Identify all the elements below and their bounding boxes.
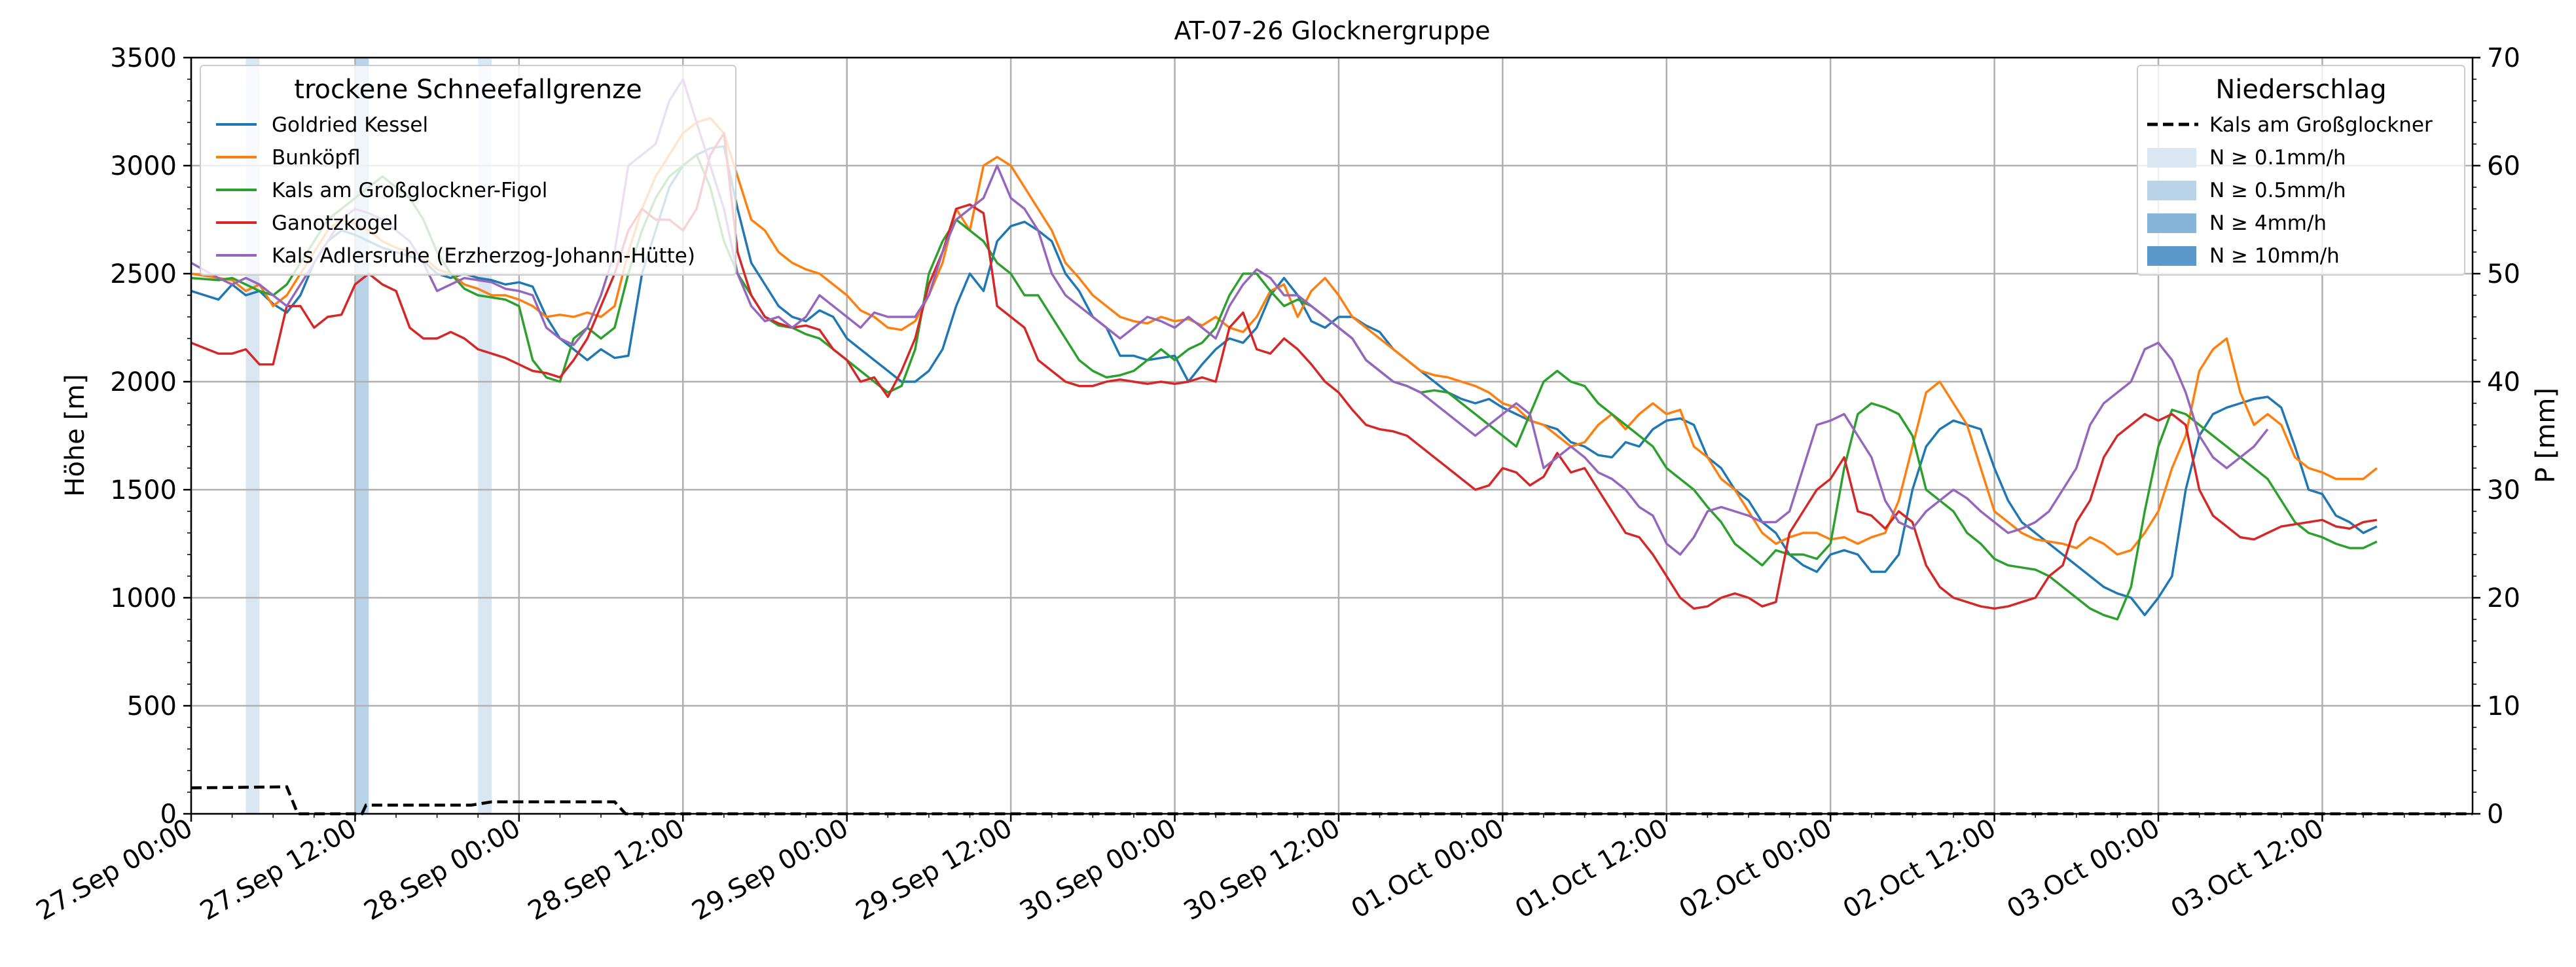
y-axis-left-label: Höhe [m]	[60, 374, 90, 496]
chart-title: AT-07-26 Glocknergruppe	[1174, 16, 1491, 45]
legend-right-items: Kals am Großglockner N ≥ 0.1mm/h N ≥ 0.5mm…	[2147, 113, 2433, 268]
legend-right: Niederschlag Kals am Großglockner N ≥ 0.1…	[2137, 65, 2465, 276]
y-tick-right-label: 60	[2487, 151, 2520, 181]
y-tick-left-label: 1500	[110, 475, 177, 505]
y-tick-right-label: 50	[2487, 259, 2520, 289]
y-axis-left-ticks: 0 500 1000 1500 2000 2500 3000 3500	[110, 43, 191, 830]
y-tick-left-label: 0	[160, 799, 177, 830]
legend-label-kals-am-gro-glockner-figol: Kals am Großglockner-Figol	[272, 179, 547, 202]
y-tick-left-label: 2500	[110, 259, 177, 289]
legend-right-frame	[2137, 65, 2465, 276]
y-tick-right-label: 40	[2487, 367, 2520, 397]
legend-label-goldried-kessel: Goldried Kessel	[272, 113, 428, 137]
y-axis-right-ticks: 0 10 20 30 40 50 60 70	[2473, 43, 2520, 830]
legend-right-title: Niederschlag	[2215, 75, 2386, 105]
series-line-ganotzkogel	[190, 132, 2378, 610]
legend-label-precip-2: N ≥ 0.5mm/h	[2209, 179, 2346, 202]
y-axis-right-label: P [mm]	[2531, 388, 2561, 483]
y-tick-left-label: 2000	[110, 367, 177, 397]
y-tick-right-label: 20	[2487, 583, 2520, 613]
plot-frame	[190, 56, 2474, 815]
y-tick-left-label: 1000	[110, 583, 177, 613]
series-lines	[190, 78, 2378, 621]
y-tick-left-label: 3000	[110, 151, 177, 181]
legend-label-bunko-pfl: Bunköpfl	[272, 146, 361, 170]
legend-label-kals-adlersruhe-erzherzog-johann-hu-tte: Kals Adlersruhe (Erzherzog-Johann-Hütte)	[272, 244, 695, 268]
y-tick-right-label: 0	[2487, 799, 2503, 830]
legend-label-precip-1: N ≥ 0.1mm/h	[2209, 146, 2346, 170]
legend-swatch-precip-2	[2147, 181, 2196, 200]
legend-label-precip-4: N ≥ 10mm/h	[2209, 244, 2340, 268]
y-tick-right-label: 10	[2487, 691, 2520, 721]
precip-line-kals	[190, 785, 2473, 816]
legend-left: trockene Schneefallgrenze Goldried Kesse…	[200, 65, 736, 276]
precip-line	[190, 785, 2473, 816]
legend-left-frame	[200, 65, 736, 276]
legend-swatch-precip-1	[2147, 148, 2196, 168]
y-tick-right-label: 30	[2487, 475, 2520, 505]
legend-swatch-precip-3	[2147, 213, 2196, 233]
y-tick-left-label: 3500	[110, 43, 177, 73]
legend-label-precip-3: N ≥ 4mm/h	[2209, 211, 2327, 235]
legend-swatch-precip-4	[2147, 246, 2196, 266]
series-line-kals-adlersruhe-erzherzog-johann-hu-tte	[190, 78, 2269, 556]
legend-left-title: trockene Schneefallgrenze	[294, 75, 642, 105]
y-tick-right-label: 70	[2487, 43, 2520, 73]
series-line-bunko-pfl	[190, 117, 2378, 556]
series-line-kals-am-gro-glockner-figol	[190, 153, 2378, 621]
series-line-goldried-kessel	[190, 145, 2378, 617]
legend-label-ganotzkogel: Ganotzkogel	[272, 211, 398, 235]
legend-left-items: Goldried Kessel Bunköpfl Kals am Großglock…	[216, 113, 695, 268]
legend-label-precip-0: Kals am Großglockner	[2209, 113, 2433, 137]
y-tick-left-label: 500	[127, 691, 177, 721]
